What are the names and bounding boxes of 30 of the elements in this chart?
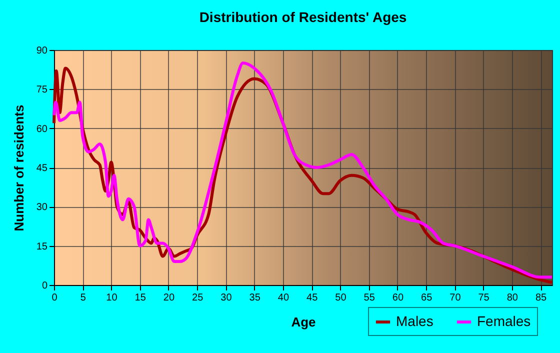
chart-title: Distribution of Residents' Ages: [199, 9, 407, 25]
x-tick-label: 30: [220, 292, 232, 304]
x-tick-label: 40: [278, 292, 290, 304]
x-tick-label: 45: [306, 292, 318, 304]
x-tick-label: 85: [535, 292, 548, 304]
y-tick-label: 60: [36, 124, 48, 135]
y-tick-label: 30: [36, 202, 48, 214]
x-tick-label: 65: [421, 292, 433, 304]
y-tick-label: 90: [36, 46, 48, 56]
legend-label: Females: [477, 313, 531, 329]
legend-label: Males: [396, 313, 434, 329]
x-tick-label: 20: [163, 292, 175, 304]
x-tick-label: 70: [450, 292, 462, 304]
x-tick-label: 50: [335, 292, 347, 304]
x-axis-title: Age: [291, 314, 316, 330]
x-tick-label: 55: [364, 292, 376, 304]
x-tick-label: 60: [392, 292, 404, 304]
x-tick-label: 25: [192, 292, 204, 304]
x-tick-label: 0: [52, 292, 58, 304]
y-tick-label: 45: [36, 163, 48, 174]
x-tick-label: 10: [106, 292, 118, 304]
y-axis-title: Number of residents: [11, 104, 26, 232]
x-tick-label: 5: [80, 292, 86, 304]
x-tick-label: 80: [506, 292, 518, 304]
y-tick-label: 15: [36, 241, 48, 252]
x-tick-label: 15: [134, 292, 146, 304]
y-tick-label: 75: [36, 84, 48, 96]
y-tick-label: 0: [42, 280, 48, 292]
x-tick-label: 75: [478, 292, 490, 304]
x-tick-label: 35: [249, 292, 261, 304]
